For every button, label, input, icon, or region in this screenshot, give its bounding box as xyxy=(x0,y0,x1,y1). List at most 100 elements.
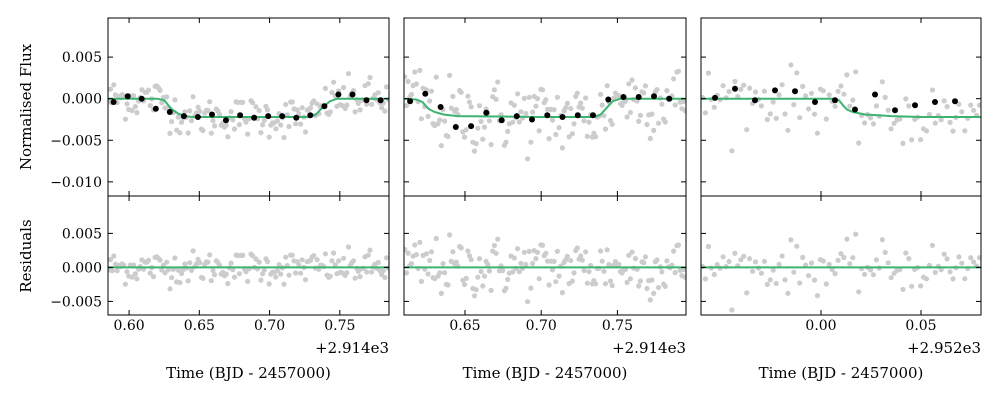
residual-point xyxy=(375,259,381,266)
residual-point xyxy=(788,237,794,243)
raw-point xyxy=(566,134,572,140)
residual-ytick-label: 0.005 xyxy=(62,226,102,242)
raw-point xyxy=(944,104,950,110)
residual-point xyxy=(480,283,486,289)
residual-point xyxy=(841,254,847,261)
residual-point xyxy=(167,286,173,292)
residual-point xyxy=(959,260,965,266)
raw-point xyxy=(841,91,847,97)
residual-point xyxy=(273,274,279,280)
raw-point xyxy=(601,113,607,119)
residual-point xyxy=(656,284,662,291)
binned-point xyxy=(792,88,798,95)
raw-point xyxy=(521,95,527,101)
raw-point xyxy=(433,74,439,80)
residual-point xyxy=(938,267,944,273)
raw-point xyxy=(493,96,499,102)
residual-point xyxy=(124,269,130,275)
raw-point xyxy=(311,98,317,104)
raw-point xyxy=(357,107,363,113)
raw-point xyxy=(481,124,488,130)
residual-point xyxy=(478,268,484,275)
x-offset-label: +2.952e3 xyxy=(907,339,981,357)
residual-point xyxy=(481,273,488,279)
raw-point xyxy=(563,105,569,111)
x-offset-label: +2.914e3 xyxy=(315,339,389,357)
residual-axes-frame xyxy=(403,195,687,316)
residual-point xyxy=(601,268,607,274)
raw-point xyxy=(559,145,566,151)
raw-point xyxy=(586,119,592,125)
raw-point xyxy=(593,134,599,140)
residual-point xyxy=(491,242,497,249)
raw-point xyxy=(873,103,880,109)
raw-point xyxy=(926,111,933,118)
binned-point xyxy=(468,123,475,130)
residual-point xyxy=(882,249,888,255)
raw-point xyxy=(208,130,214,136)
residual-point xyxy=(109,268,115,274)
raw-point xyxy=(583,95,589,101)
binned-point xyxy=(852,106,858,113)
raw-point xyxy=(602,126,609,132)
residual-point xyxy=(225,281,231,287)
residual-point xyxy=(627,276,634,282)
raw-point xyxy=(604,83,610,89)
residual-point xyxy=(711,271,717,278)
residual-point xyxy=(586,269,592,275)
residual-point xyxy=(274,268,280,274)
raw-point xyxy=(231,126,238,132)
residual-point xyxy=(862,271,868,277)
raw-point xyxy=(747,85,753,91)
raw-point xyxy=(281,135,287,141)
raw-point xyxy=(782,111,788,117)
residual-point xyxy=(185,278,191,284)
raw-point xyxy=(850,97,856,103)
binned-point xyxy=(166,109,173,115)
residual-point xyxy=(129,274,135,280)
raw-point xyxy=(131,93,137,99)
residual-point xyxy=(352,275,358,281)
raw-point xyxy=(584,133,590,139)
binned-point xyxy=(666,95,673,102)
residual-point xyxy=(412,242,418,248)
raw-point xyxy=(947,119,953,125)
residual-point xyxy=(336,258,342,264)
residual-point xyxy=(593,281,599,287)
residual-point xyxy=(442,270,448,276)
raw-point xyxy=(278,122,284,128)
raw-point xyxy=(941,98,947,104)
raw-point xyxy=(923,128,930,134)
raw-point xyxy=(675,68,682,74)
residual-point xyxy=(744,290,750,296)
raw-point xyxy=(488,142,494,148)
raw-point xyxy=(345,71,352,77)
residual-point xyxy=(551,258,557,264)
raw-point xyxy=(738,86,744,92)
residual-point xyxy=(682,274,686,280)
binned-flux-points xyxy=(712,85,958,114)
binned-point xyxy=(872,91,878,98)
residual-point xyxy=(826,261,832,267)
raw-point xyxy=(533,103,539,109)
raw-point xyxy=(205,107,211,114)
binned-point xyxy=(483,109,490,116)
residual-point xyxy=(641,260,647,266)
residual-point xyxy=(450,249,456,255)
raw-point xyxy=(654,87,660,93)
raw-point xyxy=(486,118,492,124)
raw-point xyxy=(659,101,665,107)
residual-point xyxy=(647,297,653,303)
residual-point xyxy=(486,268,492,274)
residual-point xyxy=(468,257,474,263)
raw-point xyxy=(938,117,944,123)
raw-point xyxy=(134,110,140,116)
binned-point xyxy=(892,107,898,114)
residual-point xyxy=(357,274,363,280)
binned-point xyxy=(452,124,459,130)
xtick-label: 0.75 xyxy=(324,318,355,334)
raw-point xyxy=(788,62,794,68)
residual-point xyxy=(230,267,236,273)
raw-point xyxy=(243,119,249,125)
residual-point xyxy=(879,237,885,243)
